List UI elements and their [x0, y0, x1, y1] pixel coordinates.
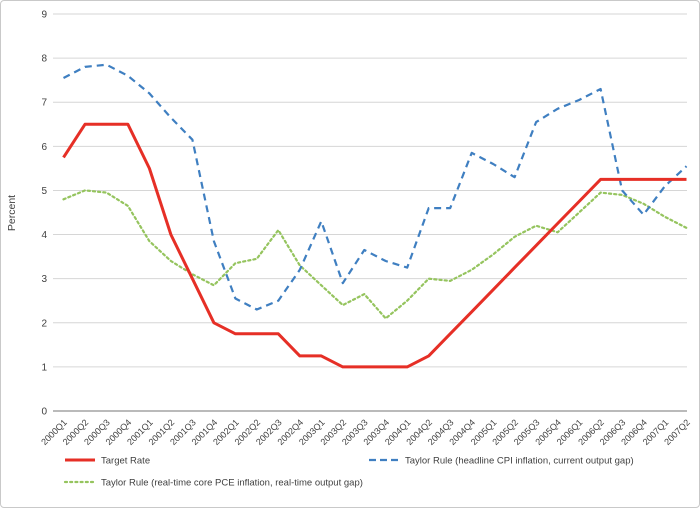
y-tick-label: 5: [41, 186, 47, 197]
y-tick-label: 7: [41, 98, 47, 109]
y-tick-label: 0: [41, 407, 47, 418]
legend-item-target-rate: Target Rate: [65, 456, 150, 467]
gridlines: [53, 13, 687, 412]
legend-label-taylor-cpi: Taylor Rule (headline CPI inflation, cur…: [405, 456, 634, 467]
legend-item-taylor-cpi: Taylor Rule (headline CPI inflation, cur…: [369, 456, 634, 467]
legend-label-target-rate: Target Rate: [101, 456, 150, 467]
taylor-cpi-line: [62, 63, 688, 311]
y-tick-label: 9: [41, 10, 47, 21]
series-lines: [62, 63, 688, 369]
y-axis-tick-labels: 0 1 2 3 4 5 6 7 8 9: [41, 10, 47, 418]
legend-label-taylor-pce: Taylor Rule (real-time core PCE inflatio…: [101, 478, 363, 489]
taylor-pce-line: [62, 189, 688, 320]
y-tick-label: 1: [41, 362, 47, 373]
y-tick-label: 2: [41, 318, 47, 329]
target-rate-line: [62, 122, 687, 369]
y-axis-title: Percent: [6, 195, 18, 231]
y-tick-label: 3: [41, 274, 47, 285]
y-tick-label: 8: [41, 54, 47, 65]
y-tick-label: 6: [41, 142, 47, 153]
y-tick-label: 4: [41, 230, 47, 241]
legend-item-taylor-pce: Taylor Rule (real-time core PCE inflatio…: [63, 478, 363, 489]
x-axis-tick-labels: 2000Q12000Q22000Q32000Q42001Q12001Q22001…: [39, 417, 692, 447]
legend: Target Rate Taylor Rule (headline CPI in…: [63, 456, 634, 489]
